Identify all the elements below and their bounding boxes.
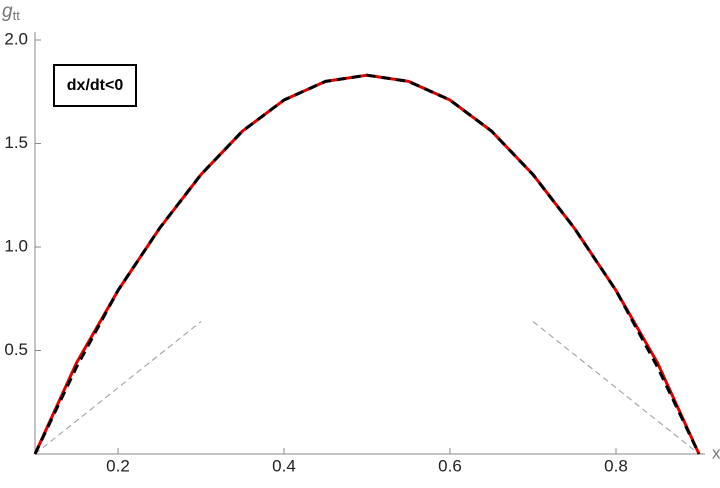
y-tick-label: 0.5	[4, 340, 28, 359]
x-tick-label: 0.4	[272, 456, 296, 475]
series-line	[34, 321, 202, 455]
series-line	[532, 321, 700, 455]
y-tick-label: 1.0	[4, 236, 28, 255]
x-tick-label: 0.6	[438, 456, 462, 475]
x-tick-label: 0.2	[106, 456, 130, 475]
y-axis-label: gtt	[2, 1, 20, 23]
annotation: dx/dt<0	[67, 77, 124, 94]
series-line	[33, 73, 701, 455]
y-tick-label: 1.5	[4, 133, 28, 152]
annotation-box	[53, 64, 137, 107]
x-tick-label: 0.8	[604, 456, 628, 475]
x-axis-label: x	[712, 443, 720, 462]
y-label-sub: tt	[13, 8, 21, 23]
y-label-main: g	[2, 1, 13, 22]
y-tick-label: 2.0	[4, 29, 28, 48]
